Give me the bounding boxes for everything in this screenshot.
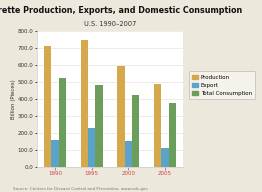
Legend: Production, Export, Total Consumption: Production, Export, Total Consumption — [189, 71, 255, 99]
Bar — [154, 84, 161, 167]
Bar — [81, 40, 88, 167]
Text: Source: Centers for Disease Control and Prevention, www.cdc.gov: Source: Centers for Disease Control and … — [13, 187, 148, 191]
Text: Cigarette Production, Exports, and Domestic Consumption: Cigarette Production, Exports, and Domes… — [0, 6, 242, 15]
Y-axis label: Billion (Pieces): Billion (Pieces) — [11, 79, 16, 119]
Bar — [44, 46, 51, 167]
Text: U.S. 1990–2007: U.S. 1990–2007 — [84, 21, 136, 27]
Bar — [88, 128, 95, 167]
Bar — [161, 148, 169, 167]
Bar — [132, 95, 139, 167]
Bar — [51, 140, 59, 167]
Bar — [125, 142, 132, 167]
Bar — [169, 103, 176, 167]
Bar — [95, 85, 103, 167]
Bar — [117, 66, 125, 167]
Bar — [59, 78, 66, 167]
